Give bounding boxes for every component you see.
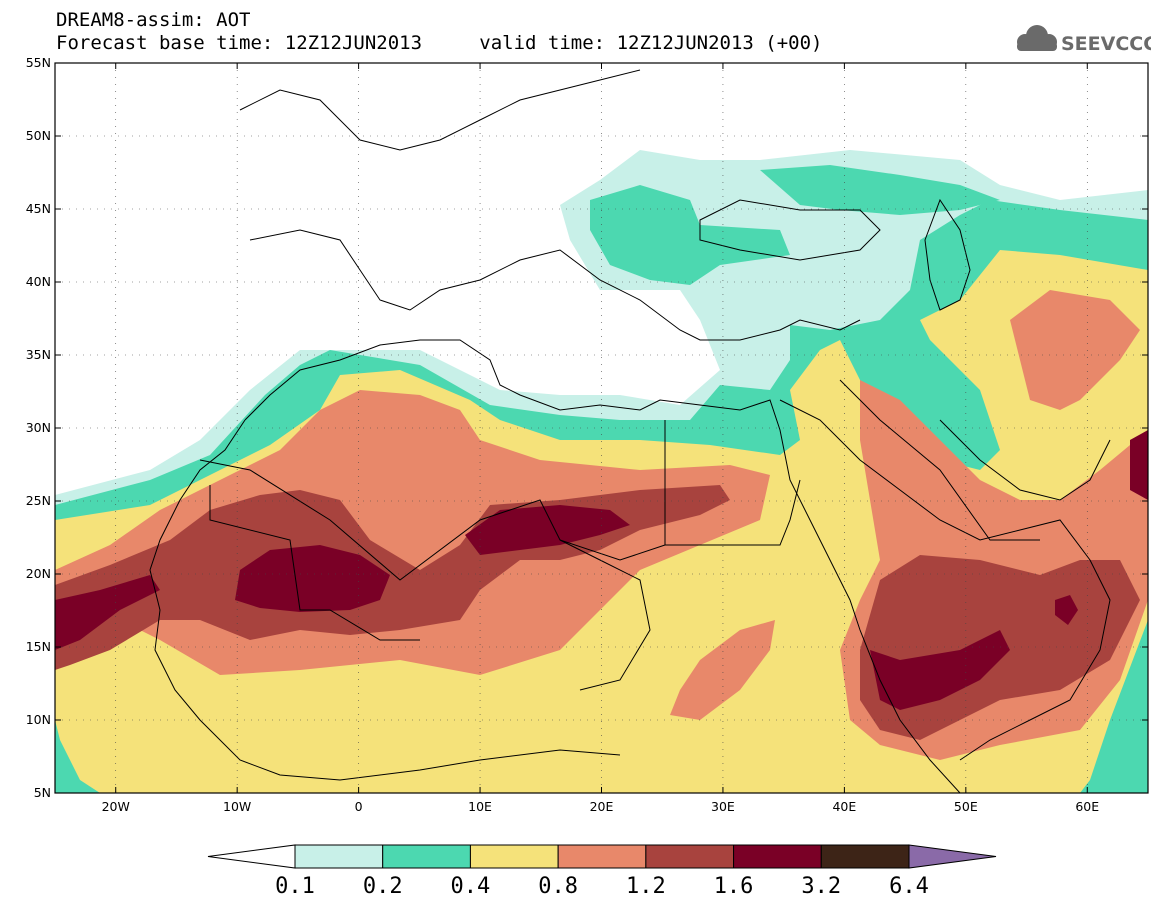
lat-tick-label: 10N	[26, 712, 51, 727]
lon-tick-label: 60E	[1075, 799, 1099, 814]
cloud-icon	[1017, 25, 1057, 51]
colorbar-low-triangle	[207, 844, 296, 869]
colorbar-level-label: 3.2	[801, 874, 841, 899]
field-1.6-chad	[465, 505, 630, 555]
lat-tick-label: 30N	[26, 420, 51, 435]
lat-tick-label: 50N	[26, 128, 51, 143]
seevccc-logo: SEEVCCC	[1017, 25, 1151, 55]
border-chad	[559, 539, 651, 691]
lat-tick-label: 45N	[26, 201, 51, 216]
colorbar-high-triangle	[908, 844, 997, 869]
map-title: DREAM8-assim: AOT	[56, 10, 250, 30]
coastline-black-sea	[699, 199, 881, 261]
colorbar	[207, 844, 997, 869]
longitude-labels: 20W 10W 0 10E 20E 30E 40E 50E 60E	[102, 799, 1100, 814]
coastline-arabia	[779, 399, 1111, 761]
lat-tick-label: 25N	[26, 493, 51, 508]
field-0.2-balkans	[590, 185, 790, 285]
field-1.6-yemen	[870, 630, 1010, 710]
colorbar-level-label: 0.8	[538, 874, 578, 899]
base-time-value: 12Z12JUN2013	[284, 32, 423, 54]
coastline-gulf	[939, 419, 1111, 501]
field-0.8-iran	[1010, 290, 1140, 410]
lat-tick-label: 20N	[26, 566, 51, 581]
lat-tick-label: 55N	[26, 55, 51, 70]
lon-tick-label: 30E	[711, 799, 735, 814]
colorbar-level-label: 0.2	[363, 874, 403, 899]
valid-time-value: 12Z12JUN2013 (+00)	[616, 32, 823, 54]
lon-tick-label: 10W	[223, 799, 251, 814]
lon-tick-label: 20E	[590, 799, 614, 814]
colorbar-segment	[820, 844, 910, 869]
colorbar-segment	[645, 844, 735, 869]
coastlines	[149, 69, 1111, 793]
map-grid	[55, 63, 1148, 793]
lon-tick-label: 10E	[468, 799, 492, 814]
coastline-europe	[249, 229, 861, 341]
lat-tick-label: 15N	[26, 639, 51, 654]
axis-ticks	[55, 62, 1148, 794]
logo-text: SEEVCCC	[1061, 33, 1151, 55]
latitude-labels: 5N 10N 15N 20N 25N 30N 35N 40N 45N 50N 55N	[26, 55, 51, 800]
lon-tick-label: 50E	[954, 799, 978, 814]
colorbar-level-label: 6.4	[889, 874, 929, 899]
lat-tick-label: 35N	[26, 347, 51, 362]
lat-tick-label: 40N	[26, 274, 51, 289]
coastline-caspian	[924, 198, 971, 311]
lon-tick-label: 0	[355, 799, 363, 814]
colorbar-segment	[557, 844, 647, 869]
field-1.6-oman	[1055, 595, 1078, 625]
colorbar-segment	[382, 844, 471, 869]
border-mali	[209, 485, 420, 641]
border-saudi	[839, 379, 1040, 541]
field-1.6-mauritania	[55, 575, 160, 650]
border-sahara	[199, 420, 666, 581]
valid-time-label: valid time:	[479, 32, 606, 54]
border-sudan	[665, 479, 801, 546]
title-line1: DREAM8-assim: AOT	[56, 9, 251, 31]
coastline-west-africa	[149, 419, 621, 781]
colorbar-level-label: 1.2	[626, 874, 666, 899]
colorbar-level-label: 0.4	[451, 874, 491, 899]
coastline-africa	[244, 339, 961, 793]
base-time-label: Forecast base time:	[56, 32, 274, 54]
colorbar-segment	[294, 844, 384, 869]
lat-tick-label: 5N	[34, 785, 51, 800]
field-1.6-gulf	[1130, 430, 1148, 500]
field-0.8-sudan	[670, 620, 775, 720]
colorbar-level-label: 1.6	[714, 874, 754, 899]
forecast-time-line: Forecast base time: 12Z12JUN2013 valid t…	[56, 33, 822, 53]
colorbar-labels: 0.1 0.2 0.4 0.8 1.2 1.6 3.2 6.4	[275, 874, 929, 899]
lon-tick-label: 40E	[832, 799, 856, 814]
lon-tick-label: 20W	[102, 799, 130, 814]
colorbar-segment	[469, 844, 559, 869]
field-1.6	[235, 545, 390, 612]
field-0.2-caspian	[760, 165, 1000, 215]
colorbar-level-label: 0.1	[275, 874, 315, 899]
coastline-europe-north	[239, 69, 641, 151]
colorbar-segment	[733, 844, 822, 869]
